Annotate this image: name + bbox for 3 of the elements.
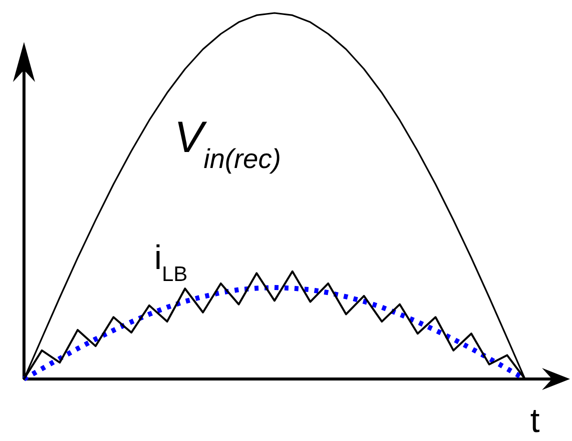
series-label: V$_{in(rec)}$ — [174, 113, 281, 174]
series-label: i$_{LB}$ — [154, 239, 188, 286]
x-axis-title: t — [530, 402, 540, 440]
